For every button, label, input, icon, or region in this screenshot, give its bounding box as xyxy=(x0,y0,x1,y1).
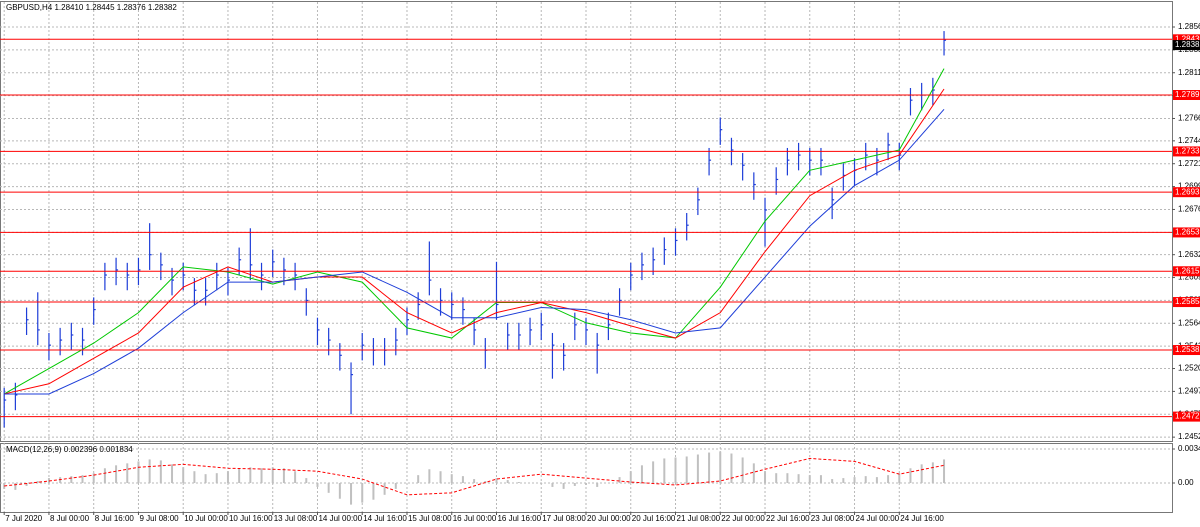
x-tick-label: 20 Jul 16:00 xyxy=(632,514,676,523)
y-tick-label: 1.27440 xyxy=(1178,136,1200,145)
level-label-bg xyxy=(1173,266,1200,277)
level-label-bg xyxy=(1173,90,1200,101)
level-label: 1.26539 xyxy=(1175,228,1200,237)
x-tick-label: 8 Jul 00:00 xyxy=(50,514,90,523)
x-tick-label: 8 Jul 16:00 xyxy=(95,514,135,523)
level-label: 1.28439 xyxy=(1175,34,1200,43)
y-tick-label: 0.00346 xyxy=(1178,444,1200,453)
x-tick-label: 20 Jul 00:00 xyxy=(587,514,631,523)
x-tick-label: 13 Jul 08:00 xyxy=(274,514,318,523)
moving-average xyxy=(4,88,945,395)
x-tick-label: 15 Jul 08:00 xyxy=(408,514,452,523)
last-price-label: 1.28382 xyxy=(1175,40,1200,49)
level-label: 1.26935 xyxy=(1175,187,1200,196)
level-label-bg xyxy=(1173,345,1200,356)
level-label-bg xyxy=(1173,34,1200,45)
x-tick-label: 10 Jul 16:00 xyxy=(229,514,273,523)
y-tick-label: 1.27215 xyxy=(1178,159,1200,168)
level-label: 1.25854 xyxy=(1175,297,1200,306)
y-tick-label: 1.24975 xyxy=(1178,387,1200,396)
y-tick-label: 1.26990 xyxy=(1178,182,1200,191)
y-tick-label: 1.26320 xyxy=(1178,250,1200,259)
main-panel xyxy=(0,1,1173,442)
macd-title: MACD(12,26,9) 0.002396 0.001834 xyxy=(6,445,133,454)
x-tick-label: 14 Jul 16:00 xyxy=(363,514,407,523)
x-tick-label: 16 Jul 16:00 xyxy=(497,514,541,523)
level-label: 1.27336 xyxy=(1175,147,1200,156)
level-label: 1.26157 xyxy=(1175,266,1200,275)
x-tick-label: 9 Jul 08:00 xyxy=(139,514,179,523)
y-tick-label: 1.26095 xyxy=(1178,273,1200,282)
x-tick-label: 21 Jul 08:00 xyxy=(677,514,721,523)
last-price-bg xyxy=(1173,40,1200,51)
x-tick-label: 16 Jul 00:00 xyxy=(453,514,497,523)
x-tick-label: 7 Jul 2020 xyxy=(5,514,42,523)
macd-signal xyxy=(4,457,945,496)
x-tick-label: 24 Jul 00:00 xyxy=(856,514,900,523)
level-label-bg xyxy=(1173,187,1200,198)
chart-title: GBPUSD,H4 1.28410 1.28445 1.28376 1.2838… xyxy=(6,3,177,12)
level-label-bg xyxy=(1173,297,1200,308)
x-tick-label: 17 Jul 08:00 xyxy=(542,514,586,523)
y-tick-label: 1.26765 xyxy=(1178,205,1200,214)
y-tick-label: 1.25200 xyxy=(1178,364,1200,373)
moving-average xyxy=(3,68,945,395)
level-label-bg xyxy=(1173,227,1200,238)
level-label-bg xyxy=(1173,411,1200,422)
x-tick-label: 24 Jul 16:00 xyxy=(900,514,944,523)
x-tick-label: 22 Jul 16:00 xyxy=(766,514,810,523)
x-tick-label: 23 Jul 08:00 xyxy=(811,514,855,523)
y-tick-label: 1.25645 xyxy=(1178,318,1200,327)
level-label: 1.24727 xyxy=(1175,412,1200,421)
y-tick-label: 1.28110 xyxy=(1178,68,1200,77)
y-tick-label: 1.24525 xyxy=(1178,432,1200,441)
y-tick-label: 0.00 xyxy=(1178,478,1194,487)
x-tick-label: 22 Jul 00:00 xyxy=(721,514,765,523)
level-label-bg xyxy=(1173,146,1200,157)
x-tick-label: 14 Jul 00:00 xyxy=(318,514,362,523)
y-tick-label: 1.27660 xyxy=(1178,114,1200,123)
y-tick-label: 1.28560 xyxy=(1178,22,1200,31)
x-tick-label: 10 Jul 00:00 xyxy=(184,514,228,523)
moving-average xyxy=(4,109,945,395)
level-label: 1.25382 xyxy=(1175,345,1200,354)
